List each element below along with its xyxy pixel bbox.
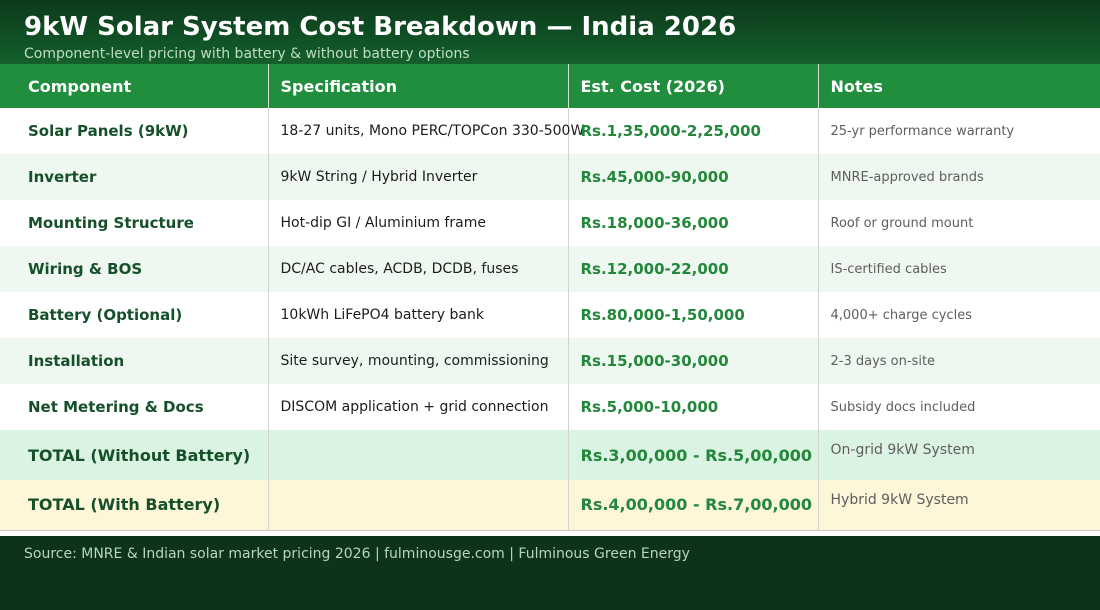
note-cell: Subsidy docs included bbox=[817, 384, 1100, 430]
table-row: Inverter 9kW String / Hybrid Inverter Rs… bbox=[0, 154, 1100, 200]
cost-cell: Rs.12,000-22,000 bbox=[567, 246, 818, 292]
note-cell: 4,000+ charge cycles bbox=[817, 292, 1100, 338]
table-row: Battery (Optional) 10kWh LiFePO4 battery… bbox=[0, 292, 1100, 338]
total-with-battery-row: TOTAL (With Battery) Rs.4,00,000 - Rs.7,… bbox=[0, 480, 1100, 530]
component-cell: Wiring & BOS bbox=[28, 260, 143, 278]
specification-cell bbox=[267, 480, 568, 530]
specification-cell: 10kWh LiFePO4 battery bank bbox=[267, 292, 568, 338]
note-cell: IS-certified cables bbox=[817, 246, 1100, 292]
total-cost-cell: Rs.4,00,000 - Rs.7,00,000 bbox=[567, 480, 818, 530]
column-header-specification: Specification bbox=[267, 64, 568, 108]
cost-breakdown-table: Component Specification Est. Cost (2026)… bbox=[0, 64, 1100, 531]
specification-cell: 9kW String / Hybrid Inverter bbox=[267, 154, 568, 200]
component-cell: Inverter bbox=[28, 168, 97, 186]
table-row: Net Metering & Docs DISCOM application +… bbox=[0, 384, 1100, 430]
component-cell: Mounting Structure bbox=[28, 214, 194, 232]
column-header-cost: Est. Cost (2026) bbox=[567, 64, 818, 108]
page-footer: Source: MNRE & Indian solar market prici… bbox=[0, 536, 1100, 610]
note-cell: 2-3 days on-site bbox=[817, 338, 1100, 384]
table-row: Mounting Structure Hot-dip GI / Aluminiu… bbox=[0, 200, 1100, 246]
specification-cell: Hot-dip GI / Aluminium frame bbox=[267, 200, 568, 246]
total-cost-cell: Rs.3,00,000 - Rs.5,00,000 bbox=[567, 430, 818, 480]
cost-cell: Rs.1,35,000-2,25,000 bbox=[567, 108, 818, 154]
page-header: 9kW Solar System Cost Breakdown — India … bbox=[0, 0, 1100, 64]
table-row: Solar Panels (9kW) 18-27 units, Mono PER… bbox=[0, 108, 1100, 154]
note-cell: 25-yr performance warranty bbox=[817, 108, 1100, 154]
component-cell: Solar Panels (9kW) bbox=[28, 122, 189, 140]
cost-cell: Rs.80,000-1,50,000 bbox=[567, 292, 818, 338]
cost-cell: Rs.18,000-36,000 bbox=[567, 200, 818, 246]
specification-cell: DISCOM application + grid connection bbox=[267, 384, 568, 430]
cost-cell: Rs.5,000-10,000 bbox=[567, 384, 818, 430]
specification-cell: 18-27 units, Mono PERC/TOPCon 330-500W bbox=[267, 108, 584, 154]
component-cell: Battery (Optional) bbox=[28, 306, 183, 324]
table-header-row: Component Specification Est. Cost (2026)… bbox=[0, 64, 1100, 108]
component-cell: Net Metering & Docs bbox=[28, 398, 204, 416]
note-cell: Hybrid 9kW System bbox=[817, 480, 1100, 530]
table-row: Wiring & BOS DC/AC cables, ACDB, DCDB, f… bbox=[0, 246, 1100, 292]
note-cell: Roof or ground mount bbox=[817, 200, 1100, 246]
table-row: Installation Site survey, mounting, comm… bbox=[0, 338, 1100, 384]
source-credit: Source: MNRE & Indian solar market prici… bbox=[24, 546, 690, 562]
note-cell: MNRE-approved brands bbox=[817, 154, 1100, 200]
note-cell: On-grid 9kW System bbox=[817, 430, 1100, 480]
total-label-cell: TOTAL (With Battery) bbox=[28, 495, 221, 515]
total-label-cell: TOTAL (Without Battery) bbox=[28, 445, 251, 465]
specification-cell: DC/AC cables, ACDB, DCDB, fuses bbox=[267, 246, 568, 292]
component-cell: Installation bbox=[28, 352, 125, 370]
total-without-battery-row: TOTAL (Without Battery) Rs.3,00,000 - Rs… bbox=[0, 430, 1100, 480]
specification-cell bbox=[267, 430, 568, 480]
column-header-component: Component bbox=[28, 76, 132, 96]
page-title: 9kW Solar System Cost Breakdown — India … bbox=[24, 12, 737, 42]
specification-cell: Site survey, mounting, commissioning bbox=[267, 338, 568, 384]
cost-cell: Rs.45,000-90,000 bbox=[567, 154, 818, 200]
column-header-notes: Notes bbox=[817, 64, 1100, 108]
cost-cell: Rs.15,000-30,000 bbox=[567, 338, 818, 384]
page-subtitle: Component-level pricing with battery & w… bbox=[24, 46, 470, 62]
